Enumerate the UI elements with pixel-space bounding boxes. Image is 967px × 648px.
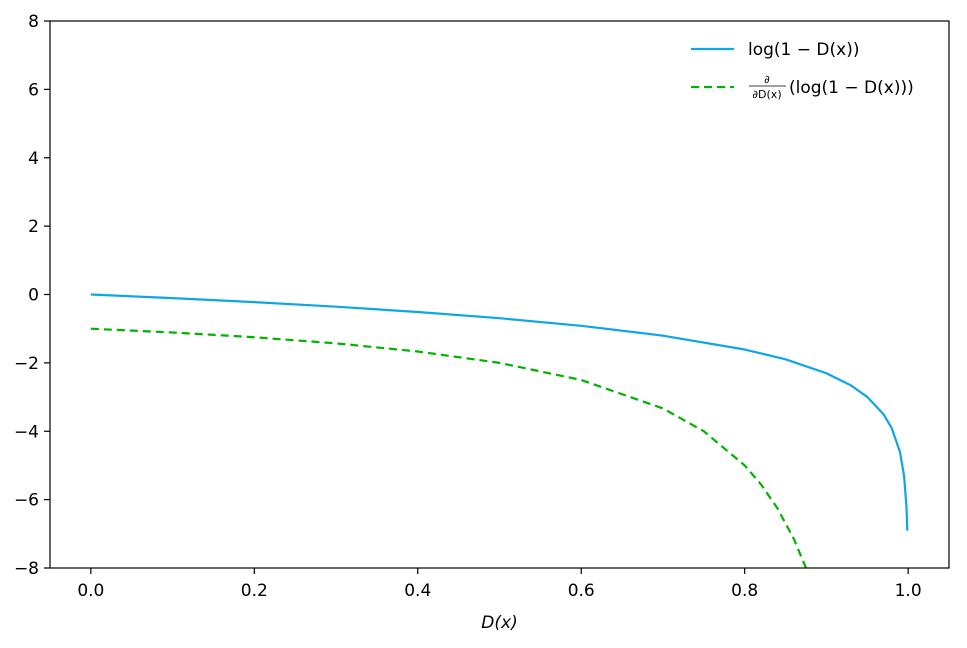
x-tick-label: 0.6 [568, 581, 595, 601]
x-tick-label: 0.0 [77, 581, 104, 601]
x-tick-label: 0.4 [404, 581, 431, 601]
y-tick-label: 8 [28, 12, 39, 32]
legend-derivative-expression: (log(1 − D(x))) [789, 78, 914, 98]
legend: log(1 − D(x)) ∂ ∂D(x) (log(1 − D(x))) [691, 40, 914, 101]
x-tick-label: 0.2 [241, 581, 268, 601]
y-tick-label: −8 [14, 559, 39, 579]
series-log-line [90, 293, 909, 531]
legend-frac-numerator: ∂ [764, 73, 770, 86]
y-tick-label: −6 [14, 491, 39, 511]
series-derivative-line [90, 327, 807, 568]
plot-area-frame [49, 20, 950, 569]
x-tick-label: 0.8 [731, 581, 758, 601]
y-tick-label: 4 [28, 149, 39, 169]
legend-label-derivative: ∂ ∂D(x) (log(1 − D(x))) [749, 73, 914, 101]
y-tick-label: −2 [14, 354, 39, 374]
y-tick-label: −4 [14, 422, 39, 442]
series-layer [90, 293, 909, 568]
y-axis-ticks: −8 −6 −4 −2 0 2 4 6 8 [14, 12, 50, 579]
legend-frac-denominator: ∂D(x) [752, 88, 781, 101]
legend-label-log: log(1 − D(x)) [748, 40, 859, 60]
y-tick-label: 0 [28, 286, 39, 306]
y-tick-label: 6 [28, 80, 39, 100]
x-tick-label: 1.0 [895, 581, 922, 601]
x-axis-ticks: 0.0 0.2 0.4 0.6 0.8 1.0 [77, 568, 922, 601]
x-axis-label: D(x) [481, 613, 517, 633]
y-tick-label: 2 [28, 217, 39, 237]
